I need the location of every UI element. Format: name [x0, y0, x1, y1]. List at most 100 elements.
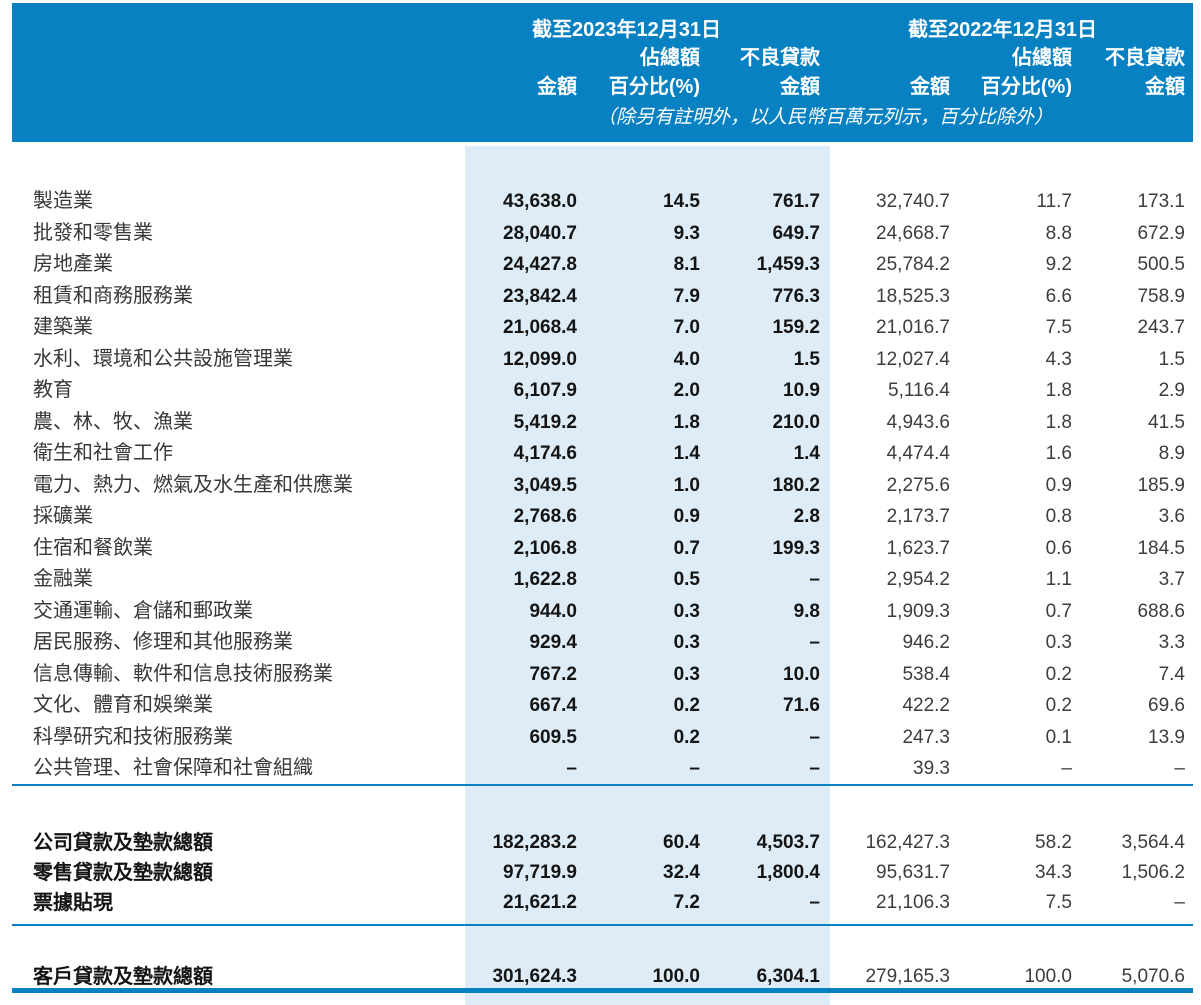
divider-line-industries	[12, 784, 1193, 786]
value-2023: 2.0	[673, 380, 700, 401]
value-2023: 2.8	[793, 506, 820, 527]
row-label: 租賃和商務服務業	[33, 284, 193, 307]
value-2022: 0.3	[1045, 632, 1072, 653]
row-label: 採礦業	[33, 505, 93, 527]
value-2023: 2,106.8	[513, 537, 577, 559]
value-2023: –	[809, 632, 820, 653]
value-2022: 1,506.2	[1121, 862, 1185, 883]
industry-row: 信息傳輸、軟件和信息技術服務業 767.2 0.3 10.0 538.4 0.2 7.4	[12, 659, 1185, 691]
industry-rows: 製造業 43,638.0 14.5 761.7 32,740.7 11.7 173.1 批發和…	[12, 186, 1185, 785]
value-2022: 243.7	[1137, 317, 1185, 338]
row-label: 票據貼現	[33, 892, 113, 914]
value-2022: 13.9	[1148, 726, 1185, 748]
value-2023: 23,842.4	[503, 285, 577, 307]
value-2023: 180.2	[772, 474, 820, 496]
value-2023: 1,459.3	[756, 254, 820, 275]
value-2022: 5,070.6	[1121, 966, 1185, 987]
row-label: 教育	[33, 379, 73, 401]
value-2022: 24,668.7	[876, 222, 950, 244]
industry-row: 文化、體育和娛樂業 667.4 0.2 71.6 422.2 0.2 69.6	[12, 690, 1185, 722]
value-2022: 7.5	[1045, 317, 1072, 338]
value-2023: 667.4	[529, 695, 577, 716]
value-2022: 100.0	[1024, 966, 1072, 987]
value-2023: 21,068.4	[503, 317, 577, 338]
value-2023: –	[809, 892, 820, 913]
value-2022: 500.5	[1137, 254, 1185, 275]
value-2022: 946.2	[902, 632, 950, 653]
value-2023: 71.6	[783, 695, 820, 716]
row-label: 建築業	[33, 316, 93, 338]
row-label: 公共管理、社會保障和社會組織	[33, 757, 313, 779]
value-2023: –	[566, 758, 577, 779]
value-2023: 32.4	[663, 862, 700, 883]
subtotal-row: 公司貸款及墊款總額 182,283.2 60.4 4,503.7 162,427.3 58…	[12, 828, 1185, 858]
row-label: 衛生和社會工作	[33, 442, 173, 464]
col-header-npl-2023: 不良貸款	[740, 47, 820, 69]
value-2023: 0.2	[673, 726, 700, 748]
value-2023: 10.9	[783, 380, 820, 401]
col-header-share-2022: 佔總額	[1012, 47, 1072, 69]
value-2023: –	[809, 758, 820, 779]
industry-row: 水利、環境和公共設施管理業 12,099.0 4.0 1.5 12,027.4 4.3 1.…	[12, 344, 1185, 376]
header-columns-row: 金額 百分比(%) 金額 金額 百分比(%) 金額	[12, 73, 1185, 101]
value-2023: 43,638.0	[503, 191, 577, 212]
value-2023: 7.2	[673, 892, 700, 913]
value-2023: 776.3	[772, 285, 820, 307]
grand-total-row: 客戶貸款及墊款總額 301,624.3 100.0 6,304.1 279,165.3 1…	[12, 962, 1185, 992]
value-2022: 0.9	[1045, 474, 1072, 496]
industry-row: 建築業 21,068.4 7.0 159.2 21,016.7 7.5 243.7	[12, 312, 1185, 344]
value-2022: 2,954.2	[886, 569, 950, 590]
value-2022: 173.1	[1137, 191, 1185, 212]
col-header-npl-amount-2022: 金額	[1145, 76, 1185, 98]
value-2022: 2.9	[1158, 380, 1185, 401]
value-2023: 7.0	[673, 317, 700, 338]
value-2023: 97,719.9	[503, 862, 577, 883]
period-2022-header: 截至2022年12月31日	[820, 16, 1185, 44]
value-2023: 1,622.8	[513, 569, 577, 590]
value-2022: 9.2	[1045, 254, 1072, 275]
value-2023: 28,040.7	[503, 222, 577, 244]
value-2023: 8.1	[673, 254, 700, 275]
value-2022: 21,016.7	[876, 317, 950, 338]
header-group-row: 佔總額 不良貸款 佔總額 不良貸款	[12, 44, 1185, 72]
row-label: 水利、環境和公共設施管理業	[33, 347, 293, 370]
value-2023: 649.7	[772, 222, 820, 244]
industry-row: 農、林、牧、漁業 5,419.2 1.8 210.0 4,943.6 1.8 41.5	[12, 407, 1185, 439]
value-2023: 9.3	[673, 222, 700, 244]
row-label: 批發和零售業	[33, 221, 153, 244]
period-2023-label: 截至2023年12月31日	[532, 19, 721, 41]
value-2023: 0.9	[673, 506, 700, 527]
value-2022: 0.2	[1045, 695, 1072, 716]
value-2022: –	[1174, 892, 1185, 913]
industry-row: 金融業 1,622.8 0.5 – 2,954.2 1.1 3.7	[12, 564, 1185, 596]
value-2022: 2,275.6	[886, 474, 950, 496]
value-2023: 10.0	[783, 663, 820, 685]
value-2023: 100.0	[652, 966, 700, 987]
col-header-percent-2022: 百分比(%)	[980, 76, 1072, 98]
header-note-row: （除另有註明外，以人民幣百萬元列示，百分比除外）	[12, 104, 1185, 132]
value-2022: 4.3	[1045, 348, 1072, 370]
industry-row: 租賃和商務服務業 23,842.4 7.9 776.3 18,525.3 6.6 758.9	[12, 281, 1185, 313]
value-2022: 95,631.7	[876, 862, 950, 883]
row-label: 製造業	[33, 190, 93, 212]
value-2022: 41.5	[1148, 411, 1185, 433]
value-2022: 11.7	[1036, 191, 1072, 212]
value-2023: 301,624.3	[492, 966, 577, 987]
value-2023: 14.5	[663, 191, 700, 212]
row-label: 農、林、牧、漁業	[33, 410, 193, 433]
value-2022: 3,564.4	[1121, 832, 1185, 853]
value-2022: 3.7	[1158, 569, 1185, 590]
value-2022: 34.3	[1035, 862, 1072, 883]
industry-row: 住宿和餐飲業 2,106.8 0.7 199.3 1,623.7 0.6 184.5	[12, 533, 1185, 565]
value-2023: 944.0	[529, 600, 577, 622]
value-2022: 3.3	[1158, 632, 1185, 653]
value-2023: 2,768.6	[513, 506, 577, 527]
col-header-npl-amount-2023: 金額	[780, 76, 820, 98]
value-2023: 1.4	[793, 443, 820, 464]
value-2022: –	[1061, 758, 1072, 779]
col-header-percent-2023: 百分比(%)	[608, 76, 700, 98]
header-period-row: 截至2023年12月31日 截至2022年12月31日	[12, 16, 1185, 44]
value-2022: 1,909.3	[886, 600, 950, 622]
industry-row: 製造業 43,638.0 14.5 761.7 32,740.7 11.7 173.1	[12, 186, 1185, 218]
